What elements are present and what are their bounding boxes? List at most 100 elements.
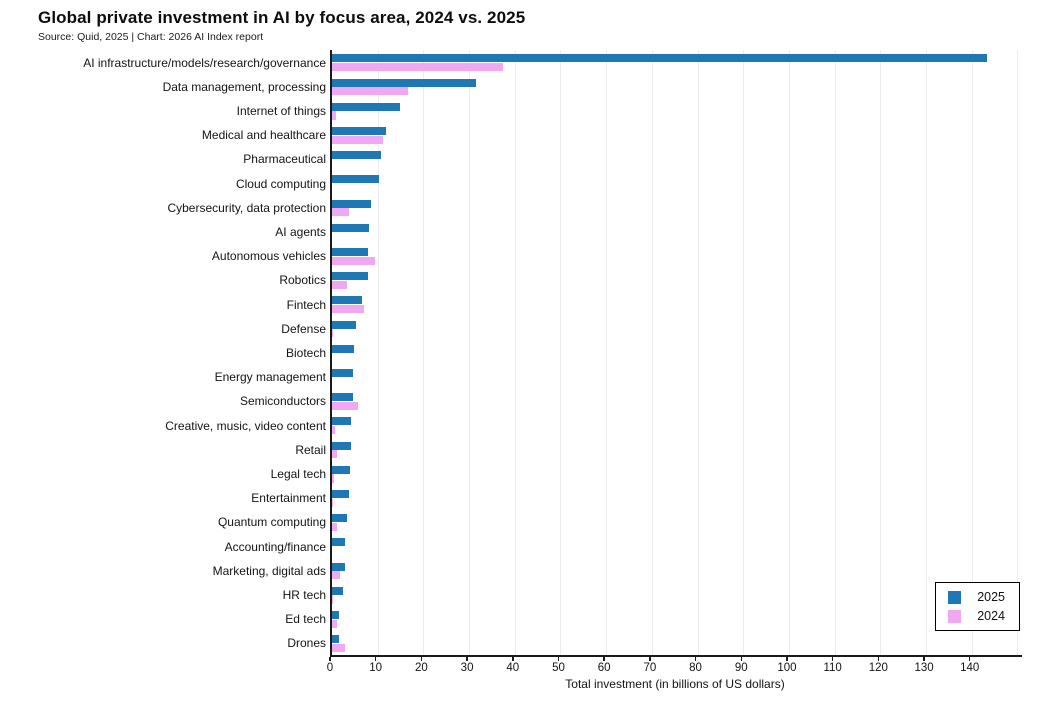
legend-item-2025: 2025 xyxy=(948,590,1005,604)
gridline xyxy=(697,50,699,655)
x-tick-label: 70 xyxy=(643,662,657,674)
gridline xyxy=(971,50,973,655)
gridline xyxy=(423,50,425,655)
bar-2024 xyxy=(332,498,333,507)
bar-2025 xyxy=(332,417,352,426)
legend-swatch-2025 xyxy=(948,590,962,604)
x-tick-label: 130 xyxy=(914,662,934,674)
x-axis-title: Total investment (in billions of US doll… xyxy=(565,677,785,691)
x-tick-label: 10 xyxy=(369,662,383,674)
category-label: AI agents xyxy=(275,225,326,239)
x-tick-mark xyxy=(466,657,468,661)
gridline xyxy=(926,50,928,655)
bar-2024 xyxy=(332,63,503,72)
x-tick-mark xyxy=(877,657,880,661)
bar-2025 xyxy=(332,54,988,63)
category-label: AI infrastructure/models/research/govern… xyxy=(83,55,326,70)
bar-2024 xyxy=(332,329,333,338)
gridline xyxy=(834,50,836,655)
gridline xyxy=(880,50,882,655)
x-tick-label: 140 xyxy=(960,662,980,674)
bar-2024 xyxy=(332,426,336,435)
bar-2025 xyxy=(332,247,368,257)
bar-2024 xyxy=(332,643,345,652)
bar-2025 xyxy=(332,514,347,523)
gridline xyxy=(743,50,745,655)
x-tick-label: 90 xyxy=(734,662,748,674)
x-tick-mark xyxy=(923,657,925,661)
category-label: Creative, music, video content xyxy=(165,418,326,433)
bar-2025 xyxy=(332,562,345,571)
category-label: Marketing, digital ads xyxy=(212,563,326,578)
x-tick-mark xyxy=(831,657,834,661)
category-label: Drones xyxy=(287,636,326,651)
gridline xyxy=(560,50,562,655)
bar-2025 xyxy=(332,272,368,281)
bar-2024 xyxy=(332,256,375,265)
category-label: Quantum computing xyxy=(217,515,326,530)
category-label: HR tech xyxy=(282,588,326,602)
chart-title: Global private investment in AI by focus… xyxy=(38,8,526,27)
legend: 2025 2024 xyxy=(935,582,1020,631)
gridline xyxy=(469,50,471,655)
bar-2025 xyxy=(332,368,354,378)
bar-2025 xyxy=(332,151,381,160)
bar-2025 xyxy=(332,538,345,547)
legend-label-2024: 2024 xyxy=(977,609,1005,623)
bar-2025 xyxy=(332,78,476,87)
bar-2024 xyxy=(332,111,337,120)
bar-2024 xyxy=(332,401,358,410)
category-label: Defense xyxy=(281,321,326,336)
y-axis-labels: AI infrastructure/models/research/govern… xyxy=(0,50,326,655)
x-tick-mark xyxy=(649,657,651,661)
category-label: Entertainment xyxy=(251,491,326,506)
x-tick-label: 20 xyxy=(414,662,428,674)
legend-label-2025: 2025 xyxy=(977,590,1005,604)
bar-2024 xyxy=(332,305,365,314)
x-tick-label: 110 xyxy=(823,662,842,674)
x-tick-mark xyxy=(968,657,971,661)
category-label: Fintech xyxy=(286,297,326,312)
gridline xyxy=(514,50,516,655)
category-label: Energy management xyxy=(214,370,326,385)
category-label: Legal tech xyxy=(270,467,326,481)
bar-2025 xyxy=(332,489,350,499)
x-tick-label: 30 xyxy=(460,662,474,674)
bar-2025 xyxy=(332,465,350,474)
bar-2024 xyxy=(332,450,338,459)
gridline xyxy=(788,50,790,655)
category-label: Semiconductors xyxy=(239,394,326,409)
chart-subtitle: Source: Quid, 2025 | Chart: 2026 AI Inde… xyxy=(38,31,264,43)
bar-2024 xyxy=(332,522,338,531)
gridline xyxy=(377,50,379,655)
bar-2025 xyxy=(332,635,340,644)
x-tick-mark xyxy=(786,657,788,661)
x-tick-mark xyxy=(374,657,377,661)
x-tick-label: 50 xyxy=(552,662,565,674)
bar-2024 xyxy=(332,619,338,628)
bar-2024 xyxy=(332,595,334,604)
bar-2025 xyxy=(332,344,355,353)
category-label: Accounting/finance xyxy=(224,539,326,554)
bar-2025 xyxy=(332,393,353,402)
x-axis-ticks: 0 10 20 30 40 50 60 70 80 90 100 110 120 130 140 xyxy=(327,655,1020,677)
category-label: Medical and healthcare xyxy=(201,128,326,143)
category-label: Retail xyxy=(295,442,326,457)
bar-2024 xyxy=(332,87,409,96)
bar-2024 xyxy=(332,280,347,289)
gridline xyxy=(1017,50,1019,655)
category-label: Data management, processing xyxy=(162,79,326,94)
x-tick-mark xyxy=(329,657,331,661)
plot-area xyxy=(330,50,1022,657)
bar-2025 xyxy=(332,223,369,232)
category-label: Robotics xyxy=(279,273,326,288)
bar-2024 xyxy=(332,474,335,483)
bar-2024 xyxy=(332,208,350,217)
legend-item-2024: 2024 xyxy=(948,609,1005,623)
bar-2025 xyxy=(332,610,340,620)
x-tick-mark xyxy=(420,657,423,661)
bar-2025 xyxy=(332,320,357,329)
bar-2025 xyxy=(332,102,400,111)
x-tick-label: 100 xyxy=(777,662,797,674)
